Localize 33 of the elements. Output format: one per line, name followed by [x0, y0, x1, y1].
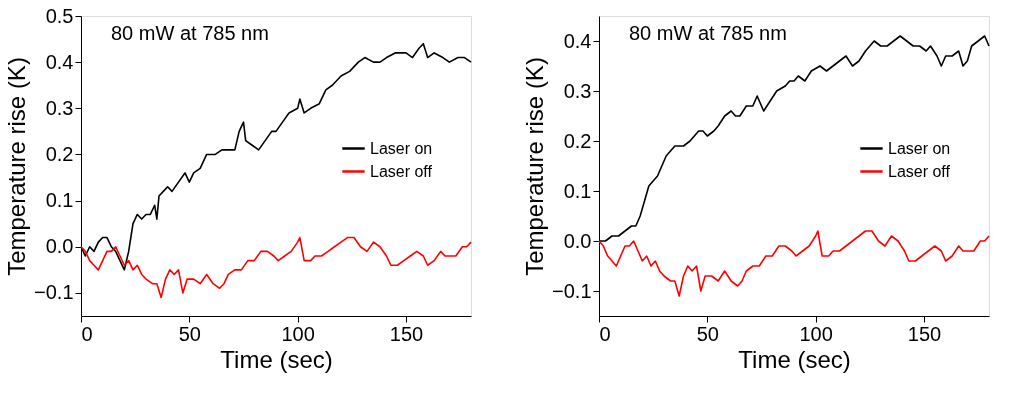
y-tick-label: −0.1 — [34, 281, 74, 304]
legend-label: Laser off — [370, 162, 433, 180]
x-tick-label: 100 — [281, 322, 315, 345]
x-tick-label: 150 — [389, 322, 424, 345]
annotation: 80 mW at 785 nm — [111, 22, 269, 44]
x-axis-title: Time (sec) — [220, 345, 333, 373]
annotation: 80 mW at 785 nm — [629, 22, 787, 44]
x-tick-label: 50 — [696, 322, 719, 345]
y-tick-label: 0.0 — [563, 229, 592, 252]
line-series — [598, 230, 990, 297]
y-tick-label: 0.5 — [45, 4, 74, 27]
legend-label: Laser on — [370, 139, 433, 157]
y-tick-label: 0.3 — [563, 79, 592, 102]
legend-label: Laser off — [888, 162, 951, 180]
line-series — [80, 236, 472, 299]
legend-label: Laser on — [888, 139, 951, 157]
x-tick-label: 100 — [799, 322, 833, 345]
y-tick-label: 0.2 — [563, 129, 592, 152]
x-tick-label: 50 — [178, 322, 201, 345]
y-tick-label: 0.1 — [45, 189, 74, 212]
y-tick-label: 0.1 — [563, 179, 592, 202]
y-axis-title: Temperature rise (K) — [3, 57, 31, 276]
y-tick-label: 0.2 — [45, 142, 74, 165]
y-tick-label: 0.4 — [563, 29, 592, 52]
y-tick-label: 0.0 — [45, 235, 74, 258]
y-tick-label: −0.1 — [552, 279, 592, 302]
x-tick-label: 0 — [599, 322, 611, 345]
y-tick-label: 0.4 — [45, 50, 74, 73]
x-tick-label: 150 — [907, 322, 942, 345]
x-tick-label: 0 — [81, 322, 93, 345]
y-tick-label: 0.3 — [45, 96, 74, 119]
x-axis-title: Time (sec) — [738, 345, 851, 373]
y-axis-title: Temperature rise (K) — [521, 57, 549, 276]
